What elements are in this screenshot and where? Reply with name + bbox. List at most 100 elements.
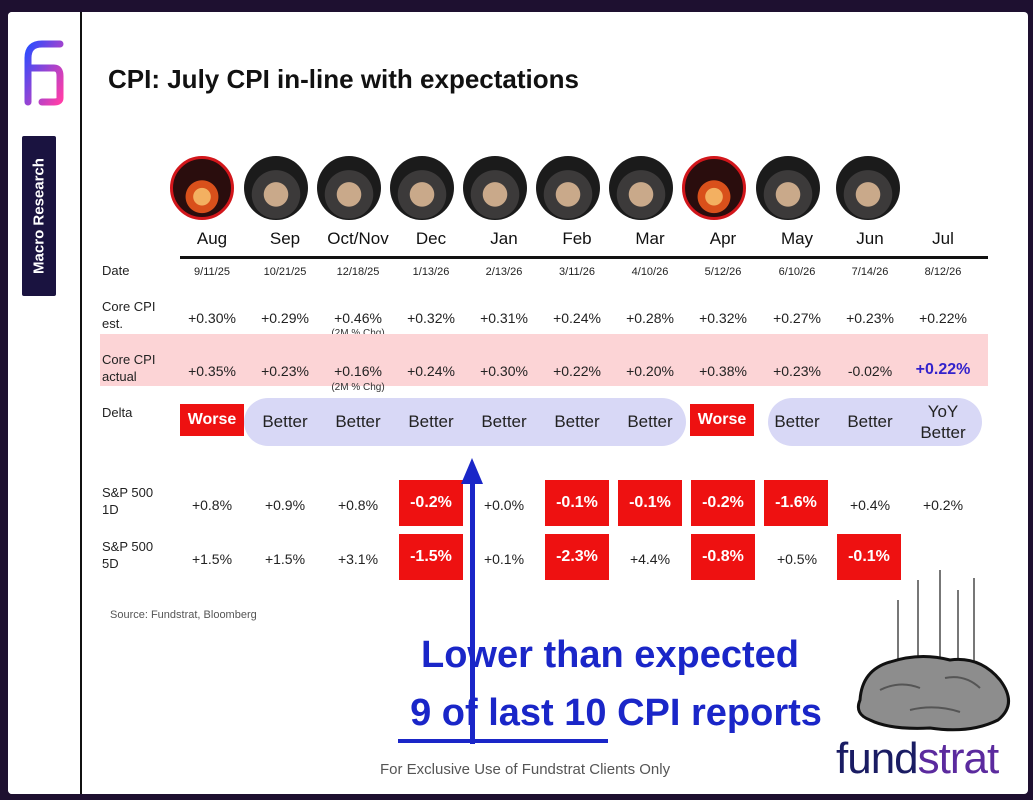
left-bar (8, 12, 80, 794)
sp-5d-cell: +1.5% (264, 551, 306, 567)
callout-line-2: 9 of last 10 CPI reports (316, 692, 916, 735)
left-divider (80, 12, 82, 794)
arrow-shaft (470, 482, 475, 744)
date-cell: 3/11/26 (559, 266, 595, 278)
month-header: Dec (415, 229, 447, 248)
month-header: Jan (490, 229, 518, 248)
month-header: May (780, 229, 814, 248)
falling-rock-icon (856, 570, 1010, 732)
core-est-cell: +0.32% (407, 310, 455, 326)
month-header: Oct/Nov (327, 229, 389, 248)
better-label: Better (262, 412, 308, 431)
core-actual-cell: +0.35% (188, 363, 236, 379)
sp-5d-negative: -2.3% (545, 534, 609, 580)
core-est-cell: +0.29% (261, 310, 309, 326)
core-actual-cell: +0.23% (261, 363, 309, 379)
date-cell: 8/12/26 (924, 266, 962, 278)
core-actual-cell: +0.23% (773, 363, 821, 379)
row-label-core-est: Core CPI est. (102, 299, 156, 331)
better-pill (768, 398, 982, 446)
month-header: Jun (856, 229, 884, 248)
core-est-cell: +0.32% (699, 310, 747, 326)
sp-1d-cell: +0.9% (264, 497, 306, 513)
sp-1d-cell: +0.2% (922, 497, 964, 513)
core-actual-cell: +0.30% (480, 363, 528, 379)
date-cell: 10/21/25 (263, 266, 307, 278)
date-cell: 5/12/26 (704, 266, 742, 278)
sp-1d-cell: +0.8% (191, 497, 233, 513)
header-rule (180, 256, 988, 259)
callout-line-1: Lower than expected (421, 634, 799, 676)
yoy-better-label: YoY Better (920, 402, 966, 442)
sp-5d-negative: -1.5% (399, 534, 463, 580)
core-actual-cell: +0.20% (626, 363, 674, 379)
sp-1d-cell: +0.8% (337, 497, 379, 513)
person-in-hat-icon (536, 156, 600, 220)
callout-underline (398, 739, 608, 743)
date-cell: 2/13/26 (485, 266, 523, 278)
row-label-date: Date (102, 263, 130, 278)
core-est-cell: +0.27% (773, 310, 821, 326)
core-est-cell: +0.28% (626, 310, 674, 326)
better-label: Better (335, 412, 381, 431)
core-est-cell: +0.22% (919, 310, 967, 326)
sp-1d-cell: +0.4% (849, 497, 891, 513)
person-in-hat-icon (317, 156, 381, 220)
better-label: Better (627, 412, 673, 431)
better-label: Better (408, 412, 454, 431)
core-actual-cell-jul: +0.22% (915, 361, 971, 378)
date-cell: 4/10/26 (631, 266, 669, 278)
date-cell: 7/14/26 (851, 266, 889, 278)
month-header: Apr (709, 229, 737, 248)
fire-muppet-icon (170, 156, 234, 220)
sp-1d-negative: -1.6% (764, 480, 828, 526)
sp-5d-cell: +4.4% (629, 551, 671, 567)
row-label-core-actual: Core CPI actual (102, 352, 156, 384)
date-cell: 9/11/25 (194, 266, 230, 278)
up-arrow-icon (461, 458, 483, 484)
side-tab-label: Macro Research (30, 158, 48, 274)
sp-1d-negative: -0.2% (399, 480, 463, 526)
person-in-hat-icon (836, 156, 900, 220)
sp-5d-cell: +0.5% (776, 551, 818, 567)
footer-disclaimer: For Exclusive Use of Fundstrat Clients O… (380, 761, 671, 778)
month-header: Feb (562, 229, 592, 248)
source-note: Source: Fundstrat, Bloomberg (110, 609, 257, 621)
person-in-hat-icon (463, 156, 527, 220)
sp-5d-cell: +1.5% (191, 551, 233, 567)
row-label-delta: Delta (102, 405, 133, 420)
worse-badge: Worse (690, 404, 754, 436)
fire-muppet-icon (682, 156, 746, 220)
row-label-sp-1d: S&P 500 1D (102, 485, 154, 517)
slide: Macro Research CPI: July CPI in-line wit… (8, 12, 1028, 794)
sp-1d-negative: -0.2% (691, 480, 755, 526)
callout-rest: CPI reports (606, 692, 822, 734)
date-cell: 12/18/25 (336, 266, 380, 278)
core-actual-cell: +0.38% (699, 363, 747, 379)
side-tab: Macro Research (22, 136, 56, 296)
month-header: Aug (196, 229, 228, 248)
core-actual-note: (2M % Chg) (331, 382, 385, 393)
person-in-hat-icon (390, 156, 454, 220)
sp-5d-cell: +3.1% (337, 551, 379, 567)
row-label-sp-5d: S&P 500 5D (102, 539, 154, 571)
core-actual-cell: +0.16% (334, 363, 382, 379)
callout-underlined: 9 of last 10 (410, 692, 607, 734)
core-actual-cell: -0.02% (847, 363, 893, 379)
actual-row-band (100, 334, 988, 386)
person-in-hat-icon (244, 156, 308, 220)
fundstrat-logo-icon (24, 40, 64, 106)
sp-5d-negative: -0.1% (837, 534, 901, 580)
better-pill (244, 398, 686, 446)
core-est-cell: +0.30% (188, 310, 236, 326)
core-est-cell: +0.23% (846, 310, 894, 326)
core-est-note: (2M % Chg) (313, 328, 403, 339)
brand-wordmark: fundstrat (836, 734, 999, 783)
worse-badge: Worse (180, 404, 244, 436)
month-header: Sep (269, 229, 301, 248)
sp-5d-cell: +0.1% (483, 551, 525, 567)
sp-5d-negative: -0.8% (691, 534, 755, 580)
sp-1d-cell: +0.0% (483, 497, 525, 513)
page-title: CPI: July CPI in-line with expectations (108, 64, 579, 94)
core-actual-cell: +0.22% (553, 363, 601, 379)
